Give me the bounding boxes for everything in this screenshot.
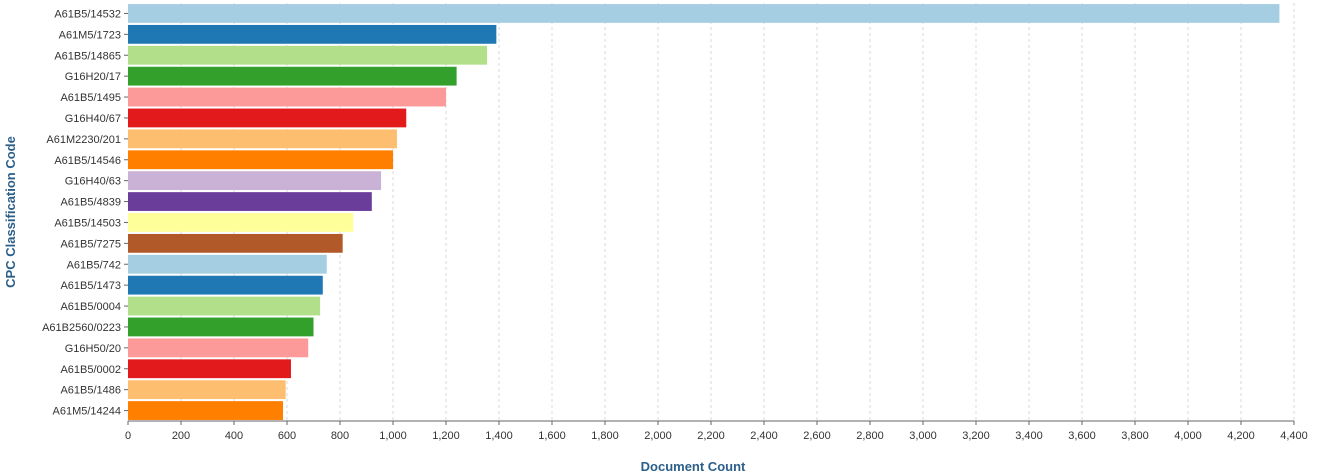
category-label: G16H20/17	[65, 71, 121, 83]
category-label: A61B2560/0223	[42, 322, 121, 334]
category-label: A61M5/14244	[53, 406, 122, 418]
bar[interactable]	[128, 254, 327, 274]
x-tick-label: 400	[225, 430, 243, 442]
x-tick-label: 3,400	[1015, 430, 1043, 442]
bar[interactable]	[128, 359, 291, 379]
category-label: G16H40/67	[65, 113, 121, 125]
x-tick-label: 2,000	[644, 430, 672, 442]
x-tick-label: 3,800	[1121, 430, 1149, 442]
bar[interactable]	[128, 296, 321, 316]
x-tick-label: 1,800	[591, 430, 619, 442]
category-label: G16H40/63	[65, 176, 121, 188]
category-label: A61M2230/201	[46, 134, 121, 146]
bar[interactable]	[128, 150, 393, 170]
x-tick-label: 600	[278, 430, 296, 442]
bar[interactable]	[128, 129, 397, 149]
x-tick-label: 2,600	[803, 430, 831, 442]
x-tick-label: 2,800	[856, 430, 884, 442]
category-label: A61B5/1486	[60, 385, 121, 397]
category-label: A61B5/0002	[60, 364, 121, 376]
bar[interactable]	[128, 108, 407, 128]
x-tick-label: 2,200	[697, 430, 725, 442]
x-tick-label: 800	[331, 430, 349, 442]
x-tick-label: 4,000	[1174, 430, 1202, 442]
bar[interactable]	[128, 338, 309, 358]
x-tick-label: 4,400	[1280, 430, 1308, 442]
bar[interactable]	[128, 192, 372, 211]
x-tick-label: 200	[172, 430, 190, 442]
x-tick-label: 3,600	[1068, 430, 1096, 442]
bars	[128, 4, 1280, 420]
x-tick-label: 1,000	[379, 430, 407, 442]
x-tick-labels: 0 200 400 600 800 1,000 1,200 1,400 1,600 1,800 2,…	[125, 421, 1308, 442]
x-tick-label: 3,200	[962, 430, 990, 442]
bar[interactable]	[128, 171, 382, 191]
category-label: A61M5/1723	[59, 29, 121, 41]
bar[interactable]	[128, 66, 457, 86]
category-label: A61B5/1495	[60, 92, 121, 104]
x-tick-label: 3,000	[909, 430, 937, 442]
x-tick-label: 2,400	[750, 430, 778, 442]
category-label: A61B5/14546	[54, 155, 121, 167]
bar[interactable]	[128, 87, 446, 107]
x-tick-label: 0	[125, 430, 131, 442]
category-label: A61B5/14532	[54, 8, 121, 20]
category-label: A61B5/14503	[54, 217, 121, 229]
bar[interactable]	[128, 380, 286, 400]
category-label: A61B5/742	[67, 259, 121, 271]
category-label: A61B5/4839	[60, 197, 121, 209]
x-tick-label: 1,200	[432, 430, 460, 442]
category-labels: A61B5/14532 A61M5/1723 A61B5/14865 G16H20/1…	[42, 8, 128, 418]
bar[interactable]	[128, 275, 323, 295]
x-axis-title: Document Count	[641, 459, 746, 474]
y-axis-title: CPC Classification Code	[3, 136, 18, 288]
bar[interactable]	[128, 213, 354, 232]
x-tick-label: 1,400	[485, 430, 513, 442]
bar[interactable]	[128, 24, 497, 44]
gridlines	[180, 3, 1295, 421]
x-tick-label: 1,600	[538, 430, 566, 442]
x-tick-label: 4,200	[1227, 430, 1255, 442]
category-label: A61B5/1473	[60, 280, 121, 292]
bar[interactable]	[128, 317, 314, 337]
bar[interactable]	[128, 401, 284, 420]
category-label: A61B5/7275	[60, 238, 121, 250]
bar[interactable]	[128, 233, 343, 253]
bar[interactable]	[128, 4, 1280, 23]
category-label: A61B5/14865	[54, 50, 121, 62]
bar[interactable]	[128, 45, 488, 65]
category-label: A61B5/0004	[60, 301, 121, 313]
category-label: G16H50/20	[65, 343, 121, 355]
